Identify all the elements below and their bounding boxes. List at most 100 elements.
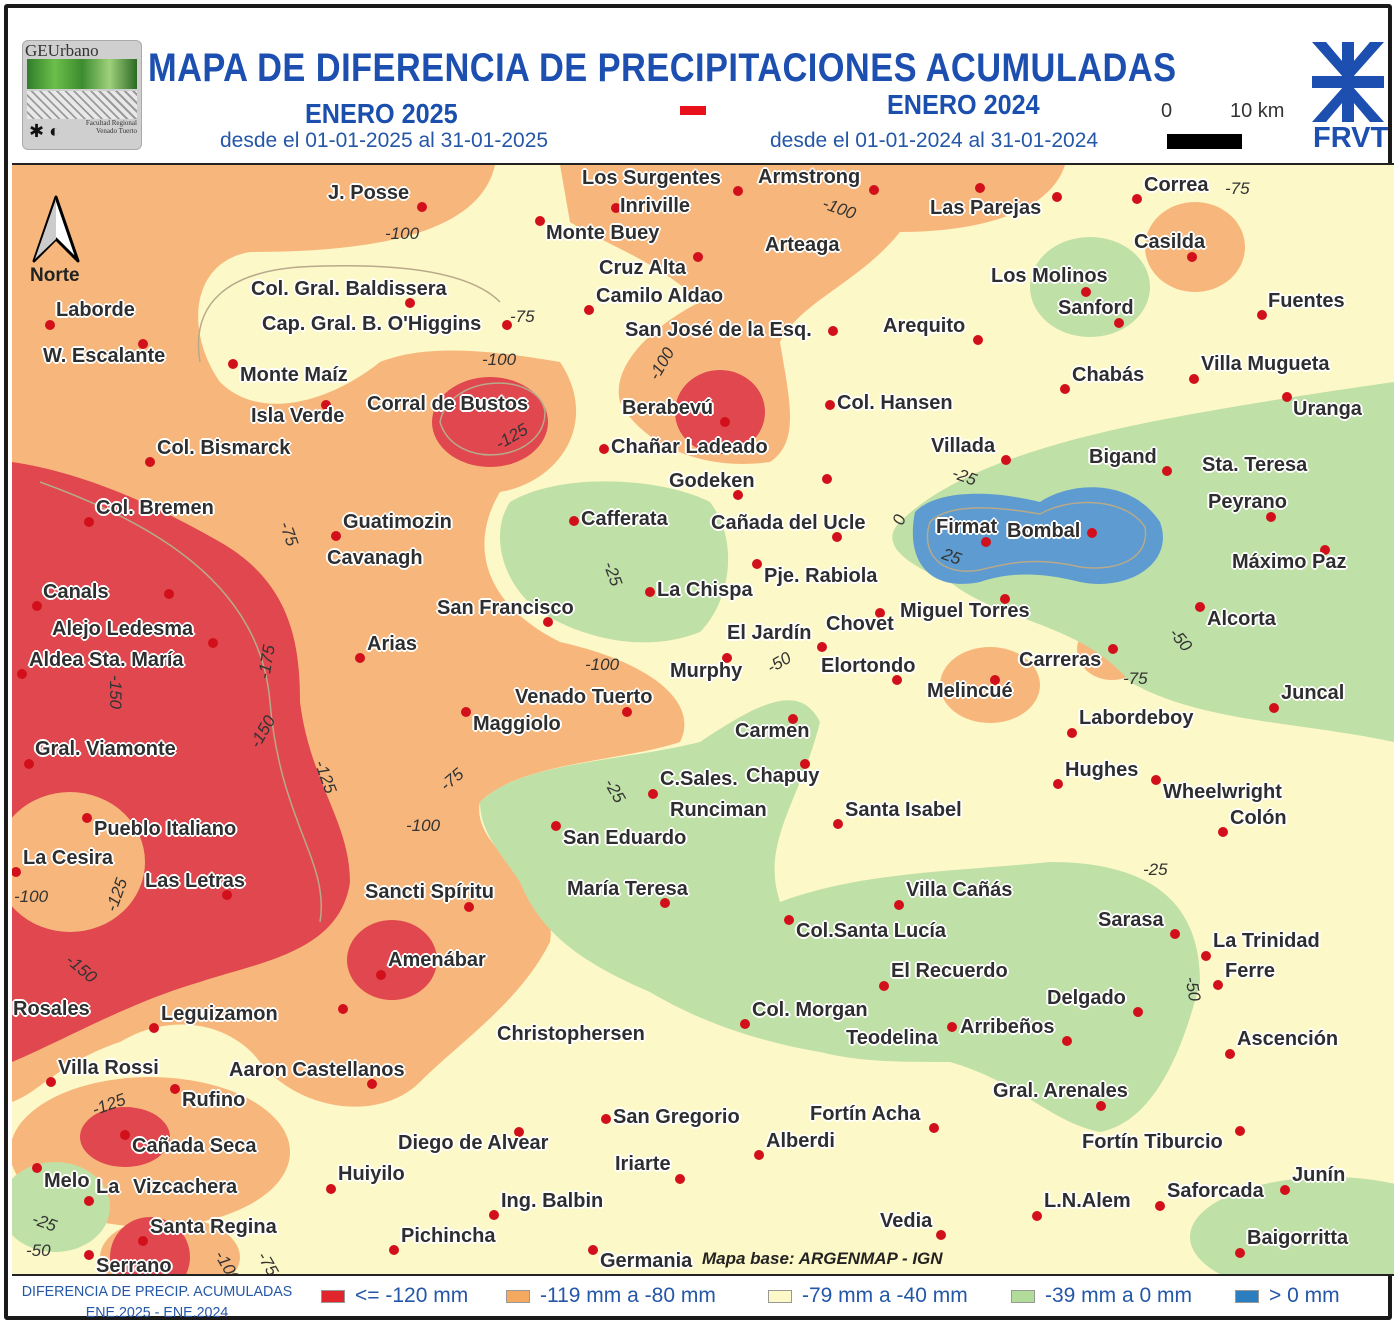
town-label[interactable]: Col. Morgan — [752, 999, 868, 1021]
town-label[interactable]: Miguel Torres — [900, 600, 1030, 622]
town-label[interactable]: Diego de Alvear — [398, 1132, 549, 1154]
town-marker[interactable] — [828, 326, 838, 336]
town-label[interactable]: Murphy — [670, 660, 743, 682]
town-marker[interactable] — [45, 320, 55, 330]
precipitation-map[interactable]: Norte J. Posse Los Surgentes Armstrong Las … — [12, 163, 1394, 1276]
town-label[interactable]: Las Letras — [145, 870, 246, 892]
town-label[interactable]: Carreras — [1019, 649, 1102, 671]
town-label[interactable]: Laborde — [56, 299, 135, 321]
town-label[interactable]: Uranga — [1293, 398, 1362, 420]
town-label[interactable]: Chovet — [826, 613, 894, 635]
town-marker[interactable] — [338, 1004, 348, 1014]
town-marker[interactable] — [17, 669, 27, 679]
town-marker[interactable] — [82, 813, 92, 823]
town-label[interactable]: Christophersen — [497, 1023, 645, 1045]
town-label[interactable]: Arequito — [883, 315, 966, 337]
town-label[interactable]: Godeken — [669, 470, 755, 492]
town-label[interactable]: Peyrano — [1208, 491, 1287, 513]
town-marker[interactable] — [825, 400, 835, 410]
town-label[interactable]: Wheelwright — [1163, 781, 1282, 803]
town-marker[interactable] — [1096, 1101, 1106, 1111]
town-marker[interactable] — [228, 359, 238, 369]
town-marker[interactable] — [12, 867, 21, 877]
town-marker[interactable] — [1060, 384, 1070, 394]
town-label[interactable]: Labordeboy — [1079, 707, 1194, 729]
town-label[interactable]: Teodelina — [846, 1027, 938, 1049]
town-label[interactable]: Santa Isabel — [845, 799, 962, 821]
town-marker[interactable] — [833, 819, 843, 829]
town-marker[interactable] — [120, 1130, 130, 1140]
town-marker[interactable] — [1320, 545, 1330, 555]
town-marker[interactable] — [46, 1077, 56, 1087]
town-label[interactable]: Iriarte — [615, 1153, 671, 1175]
town-marker[interactable] — [138, 339, 148, 349]
town-marker[interactable] — [376, 970, 386, 980]
town-label[interactable]: Melo — [44, 1170, 90, 1192]
town-marker[interactable] — [389, 1245, 399, 1255]
town-marker[interactable] — [800, 759, 810, 769]
town-marker[interactable] — [331, 531, 341, 541]
town-label[interactable]: Sanford — [1058, 297, 1134, 319]
town-marker[interactable] — [720, 417, 730, 427]
town-label[interactable]: Santa Regina — [150, 1216, 277, 1238]
town-marker[interactable] — [990, 675, 1000, 685]
town-label[interactable]: Villada — [931, 435, 996, 457]
town-marker[interactable] — [164, 589, 174, 599]
town-marker[interactable] — [1052, 192, 1062, 202]
town-label[interactable]: Juncal — [1281, 682, 1345, 704]
town-marker[interactable] — [355, 653, 365, 663]
town-marker[interactable] — [1151, 775, 1161, 785]
town-marker[interactable] — [1269, 703, 1279, 713]
town-marker[interactable] — [599, 444, 609, 454]
town-marker[interactable] — [1235, 1248, 1245, 1258]
town-marker[interactable] — [648, 789, 658, 799]
town-label[interactable]: Delgado — [1047, 987, 1126, 1009]
town-marker[interactable] — [551, 821, 561, 831]
town-marker[interactable] — [1282, 392, 1292, 402]
town-marker[interactable] — [733, 186, 743, 196]
town-label[interactable]: Corral de Bustos — [367, 393, 529, 415]
town-label[interactable]: Venado Tuerto — [515, 686, 653, 708]
town-marker[interactable] — [321, 400, 331, 410]
town-marker[interactable] — [1001, 455, 1011, 465]
town-marker[interactable] — [1195, 602, 1205, 612]
town-label[interactable]: San Francisco — [437, 597, 574, 619]
town-label[interactable]: Bombal — [1007, 520, 1081, 542]
town-label[interactable]: Hughes — [1065, 759, 1139, 781]
town-marker[interactable] — [170, 1084, 180, 1094]
town-marker[interactable] — [1067, 728, 1077, 738]
town-marker[interactable] — [1266, 512, 1276, 522]
town-marker[interactable] — [740, 1019, 750, 1029]
town-label[interactable]: Aaron Castellanos — [229, 1059, 405, 1081]
town-marker[interactable] — [894, 900, 904, 910]
town-label[interactable]: Junín — [1292, 1164, 1346, 1186]
town-marker[interactable] — [1225, 1049, 1235, 1059]
town-label[interactable]: Pje. Rabiola — [764, 565, 878, 587]
town-marker[interactable] — [1235, 1126, 1245, 1136]
town-label[interactable]: Sta. Teresa — [1202, 454, 1308, 476]
town-marker[interactable] — [1280, 1185, 1290, 1195]
town-marker[interactable] — [754, 1150, 764, 1160]
town-marker[interactable] — [1132, 194, 1142, 204]
town-label[interactable]: Alcorta — [1207, 608, 1276, 630]
town-label[interactable]: Germania — [600, 1250, 693, 1272]
town-marker[interactable] — [514, 1127, 524, 1137]
town-label[interactable]: La Cesira — [23, 847, 114, 869]
town-marker[interactable] — [32, 1163, 42, 1173]
town-marker[interactable] — [936, 1230, 946, 1240]
town-label[interactable]: Fuentes — [1268, 290, 1345, 312]
town-label[interactable]: Colón — [1230, 807, 1287, 829]
town-label[interactable]: Baigorritta — [1247, 1227, 1349, 1249]
town-marker[interactable] — [461, 707, 471, 717]
town-label[interactable]: Col. Hansen — [837, 392, 953, 414]
town-label[interactable]: Los Surgentes — [582, 167, 721, 189]
town-marker[interactable] — [1187, 252, 1197, 262]
town-marker[interactable] — [1000, 594, 1010, 604]
town-marker[interactable] — [489, 1210, 499, 1220]
town-marker[interactable] — [145, 457, 155, 467]
town-marker[interactable] — [569, 516, 579, 526]
town-marker[interactable] — [869, 185, 879, 195]
town-marker[interactable] — [1087, 528, 1097, 538]
town-marker[interactable] — [367, 1079, 377, 1089]
town-label[interactable]: Col.Santa Lucía — [796, 920, 947, 942]
